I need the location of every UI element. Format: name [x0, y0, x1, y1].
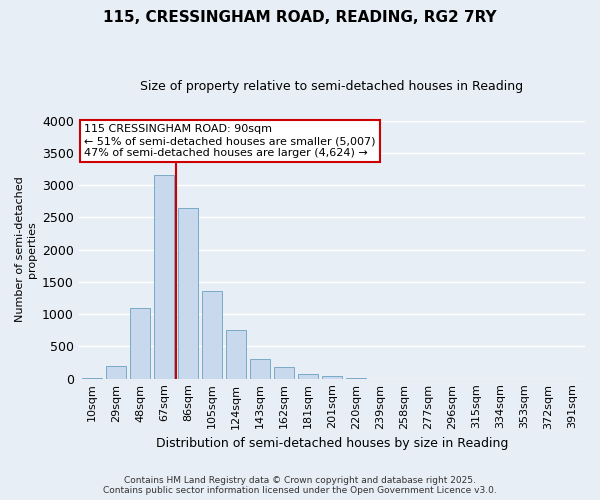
Bar: [154, 176, 174, 378]
Bar: [202, 291, 222, 378]
Bar: [322, 376, 342, 378]
Bar: [130, 308, 150, 378]
Bar: [250, 358, 270, 378]
Title: Size of property relative to semi-detached houses in Reading: Size of property relative to semi-detach…: [140, 80, 524, 93]
Bar: [106, 366, 126, 378]
Text: 115, CRESSINGHAM ROAD, READING, RG2 7RY: 115, CRESSINGHAM ROAD, READING, RG2 7RY: [103, 10, 497, 25]
Bar: [226, 330, 246, 378]
Y-axis label: Number of semi-detached
properties: Number of semi-detached properties: [15, 176, 37, 322]
Bar: [298, 374, 318, 378]
Bar: [178, 208, 198, 378]
Text: Contains HM Land Registry data © Crown copyright and database right 2025.
Contai: Contains HM Land Registry data © Crown c…: [103, 476, 497, 495]
Text: 115 CRESSINGHAM ROAD: 90sqm
← 51% of semi-detached houses are smaller (5,007)
47: 115 CRESSINGHAM ROAD: 90sqm ← 51% of sem…: [84, 124, 376, 158]
Bar: [274, 368, 294, 378]
X-axis label: Distribution of semi-detached houses by size in Reading: Distribution of semi-detached houses by …: [156, 437, 508, 450]
